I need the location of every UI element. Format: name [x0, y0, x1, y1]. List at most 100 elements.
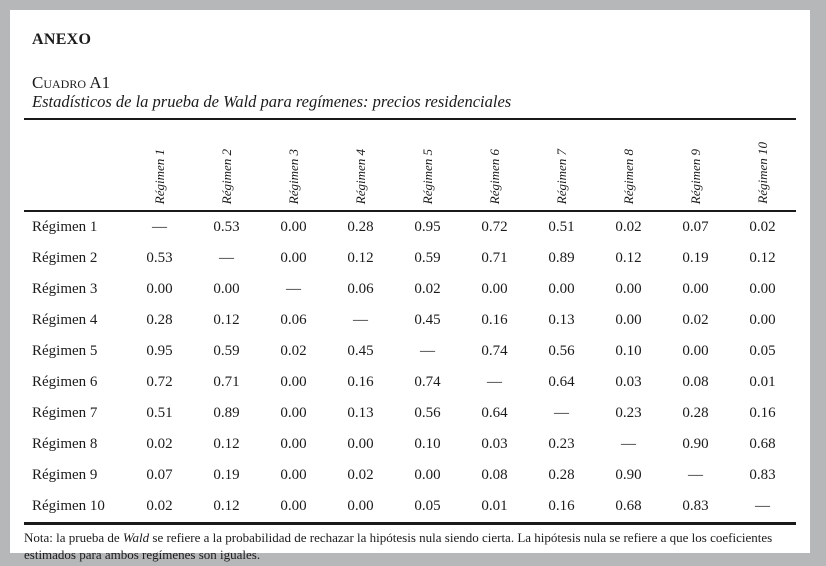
column-header: Régimen 4 [327, 119, 394, 212]
cell-value: 0.08 [682, 374, 709, 390]
table-row: Régimen 7 0.51 0.89 0.00 0.13 0.56 0.64 — 0.23 0.… [24, 398, 796, 429]
header-row: Régimen 1 Régimen 2 Régimen 3 Régimen 4 Régi… [24, 119, 796, 212]
table-row: Régimen 1 — 0.53 0.00 0.28 0.95 0.72 0.51 0.02 0.… [24, 211, 796, 243]
table-row: Régimen 6 0.72 0.71 0.00 0.16 0.74 — 0.64 0.03 0.… [24, 367, 796, 398]
cell-value: 0.71 [213, 374, 240, 390]
cell-value: 0.90 [615, 467, 642, 483]
cell-value: 0.12 [615, 250, 642, 266]
cell-value: 0.00 [213, 281, 240, 297]
cell-value: 0.00 [280, 219, 307, 235]
cell-value: 0.06 [347, 281, 374, 297]
column-header: Régimen 7 [528, 119, 595, 212]
cell-value: 0.89 [548, 250, 575, 266]
table-row: Régimen 2 0.53 — 0.00 0.12 0.59 0.71 0.89 0.12 0.… [24, 243, 796, 274]
cell-value: 0.00 [615, 281, 642, 297]
cell-value: 0.00 [347, 498, 374, 514]
row-label: Régimen 1 [32, 219, 98, 235]
cell-value: 0.12 [213, 498, 240, 514]
cell-value: 0.02 [280, 343, 307, 359]
cell-value: 0.00 [347, 436, 374, 452]
row-label: Régimen 5 [32, 343, 98, 359]
column-header: Régimen 5 [394, 119, 461, 212]
cell-value: 0.28 [347, 219, 374, 235]
column-header-label: Régimen 2 [218, 148, 234, 204]
row-label: Régimen 7 [32, 405, 98, 421]
cell-value: 0.64 [481, 405, 508, 421]
cell-value: 0.12 [213, 312, 240, 328]
cell-value: 0.06 [280, 312, 307, 328]
cell-value: 0.00 [749, 281, 776, 297]
cell-value: 0.64 [548, 374, 575, 390]
cell-value: 0.16 [481, 312, 508, 328]
cell-value: 0.12 [749, 250, 776, 266]
cell-value: 0.83 [749, 467, 776, 483]
row-label: Régimen 9 [32, 467, 98, 483]
cell-value: 0.00 [682, 281, 709, 297]
column-header-label: Régimen 3 [285, 148, 301, 204]
cell-value: 0.23 [615, 405, 642, 421]
cell-value: 0.02 [414, 281, 441, 297]
cell-value: 0.00 [548, 281, 575, 297]
cell-value: 0.05 [749, 343, 776, 359]
row-label: Régimen 4 [32, 312, 98, 328]
cell-value: — [554, 405, 569, 421]
cell-value: 0.56 [414, 405, 441, 421]
corner-cell [24, 119, 126, 212]
table-row: Régimen 5 0.95 0.59 0.02 0.45 — 0.74 0.56 0.10 0.… [24, 336, 796, 367]
cell-value: 0.10 [414, 436, 441, 452]
cell-value: 0.59 [213, 343, 240, 359]
cell-value: — [755, 498, 770, 514]
cell-value: — [286, 281, 301, 297]
column-header: Régimen 1 [126, 119, 193, 212]
cell-value: 0.19 [682, 250, 709, 266]
column-header-label: Régimen 4 [352, 148, 368, 204]
cell-value: 0.01 [749, 374, 776, 390]
cell-value: 0.00 [682, 343, 709, 359]
note-text-suffix: se refiere a la probabilidad de rechazar… [24, 530, 773, 562]
cell-value: 0.02 [749, 219, 776, 235]
cell-value: 0.28 [548, 467, 575, 483]
cell-value: — [420, 343, 435, 359]
table-label: Cuadro A1 [32, 73, 111, 92]
row-label: Régimen 6 [32, 374, 98, 390]
cell-value: 0.74 [414, 374, 441, 390]
cell-value: 0.10 [615, 343, 642, 359]
table-title: Estadísticos de la prueba de Wald para r… [32, 92, 512, 111]
cell-value: 0.51 [548, 219, 575, 235]
cell-value: 0.59 [414, 250, 441, 266]
cell-value: 0.53 [213, 219, 240, 235]
cell-value: 0.05 [414, 498, 441, 514]
cell-value: — [353, 312, 368, 328]
column-header-label: Régimen 1 [151, 148, 167, 204]
cell-value: 0.56 [548, 343, 575, 359]
cell-value: 0.95 [146, 343, 173, 359]
note-text-prefix: Nota: la prueba de [24, 530, 123, 545]
document-page: ANEXO Cuadro A1 Estadísticos de la prueb… [10, 10, 810, 562]
table-row: Régimen 4 0.28 0.12 0.06 — 0.45 0.16 0.13 0.00 0.… [24, 305, 796, 336]
cell-value: 0.13 [548, 312, 575, 328]
cell-value: 0.00 [280, 467, 307, 483]
cell-value: 0.00 [280, 498, 307, 514]
cell-value: 0.00 [280, 374, 307, 390]
column-header-label: Régimen 9 [687, 148, 703, 204]
cell-value: 0.00 [146, 281, 173, 297]
column-header-label: Régimen 5 [419, 148, 435, 204]
cell-value: 0.95 [414, 219, 441, 235]
cell-value: 0.00 [414, 467, 441, 483]
cell-value: 0.02 [347, 467, 374, 483]
cell-value: 0.28 [682, 405, 709, 421]
cell-value: 0.89 [213, 405, 240, 421]
cell-value: 0.71 [481, 250, 508, 266]
column-header: Régimen 9 [662, 119, 729, 212]
cell-value: 0.03 [481, 436, 508, 452]
column-header-label: Régimen 8 [620, 148, 636, 204]
column-header-label: Régimen 6 [486, 148, 502, 204]
table-header: Régimen 1 Régimen 2 Régimen 3 Régimen 4 Régi… [24, 119, 796, 212]
cell-value: 0.00 [615, 312, 642, 328]
cell-value: 0.83 [682, 498, 709, 514]
column-header: Régimen 6 [461, 119, 528, 212]
cell-value: 0.16 [548, 498, 575, 514]
cell-value: 0.53 [146, 250, 173, 266]
cell-value: 0.72 [481, 219, 508, 235]
cell-value: 0.68 [749, 436, 776, 452]
